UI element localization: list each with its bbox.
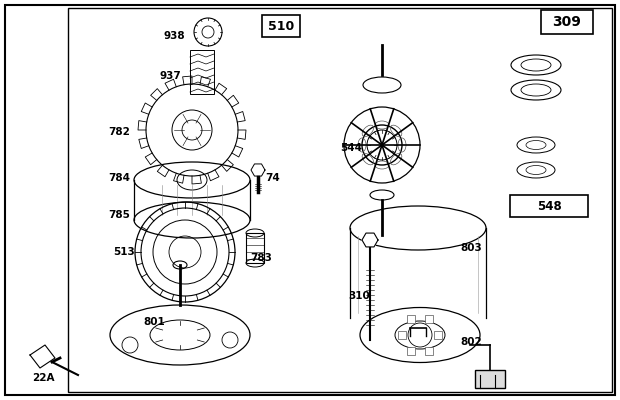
Text: 548: 548 xyxy=(537,200,561,212)
Bar xyxy=(407,316,415,324)
Text: 785: 785 xyxy=(108,210,130,220)
Text: 309: 309 xyxy=(552,15,582,29)
Text: 782: 782 xyxy=(108,127,130,137)
Ellipse shape xyxy=(362,125,402,165)
Text: 510: 510 xyxy=(268,20,294,32)
Text: 783: 783 xyxy=(250,253,272,263)
Text: 802: 802 xyxy=(460,337,482,347)
Bar xyxy=(398,331,406,339)
Text: 544: 544 xyxy=(340,143,362,153)
Bar xyxy=(407,346,415,354)
Bar xyxy=(262,15,300,37)
Text: 310: 310 xyxy=(348,291,370,301)
Bar xyxy=(425,346,433,354)
Text: 513: 513 xyxy=(113,247,135,257)
Bar xyxy=(475,370,505,388)
Bar xyxy=(82,15,300,293)
Bar xyxy=(190,50,214,94)
Bar xyxy=(68,8,612,392)
Polygon shape xyxy=(251,164,265,176)
Bar xyxy=(246,233,264,263)
Text: www.eReplacementParts.com   -   Briggs and Stratton 121802-0432-01: www.eReplacementParts.com - Briggs and S… xyxy=(199,390,421,394)
Text: 801: 801 xyxy=(143,317,165,327)
Bar xyxy=(434,331,442,339)
Bar xyxy=(541,10,593,34)
Bar xyxy=(425,316,433,324)
Polygon shape xyxy=(362,233,378,247)
Text: eReplacementParts.com: eReplacementParts.com xyxy=(250,215,370,225)
Text: 937: 937 xyxy=(160,71,182,81)
Text: 803: 803 xyxy=(460,243,482,253)
Text: 22A: 22A xyxy=(32,373,55,383)
Text: 784: 784 xyxy=(108,173,130,183)
Bar xyxy=(482,32,594,222)
Text: 74: 74 xyxy=(265,173,280,183)
Bar xyxy=(510,195,588,217)
Text: 938: 938 xyxy=(163,31,185,41)
Bar xyxy=(300,12,470,237)
